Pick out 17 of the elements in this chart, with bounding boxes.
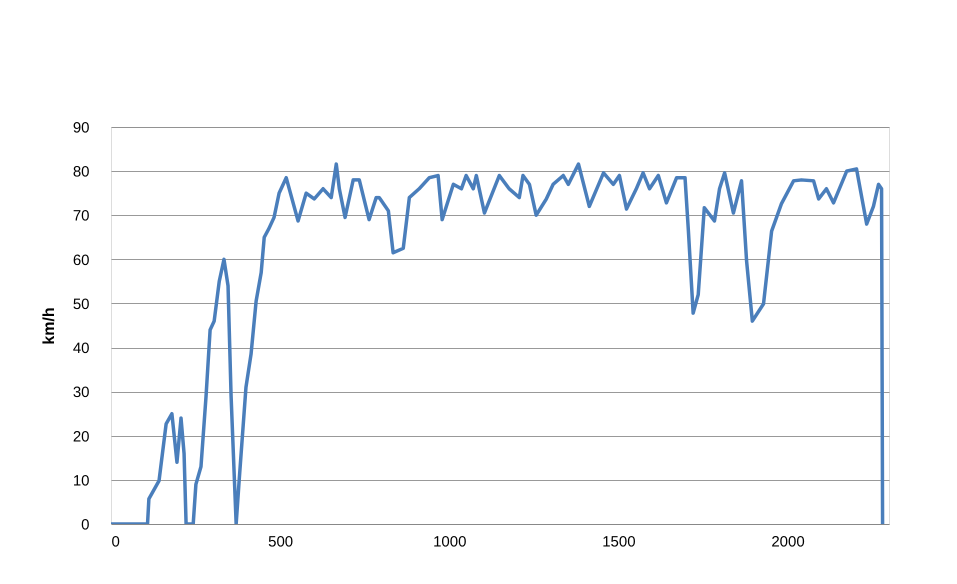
y-tick-label: 90: [72, 120, 90, 136]
x-tick-label: 0: [112, 534, 120, 550]
y-tick-label: 10: [72, 472, 90, 490]
y-tick-label: 20: [72, 428, 90, 446]
y-tick-label: 30: [72, 384, 90, 402]
y-tick-label: 70: [72, 208, 90, 225]
x-tick-label: 1500: [602, 534, 636, 550]
y-axis-title: km/h: [40, 307, 58, 345]
y-tick-label: 40: [72, 340, 90, 358]
x-tick-label: 2000: [771, 534, 805, 550]
line-series: [111, 162, 884, 524]
x-tick-label: 500: [268, 534, 294, 550]
y-tick-label: 80: [72, 164, 90, 181]
y-tick-label: 60: [72, 252, 90, 269]
x-tick-label: 1000: [433, 534, 466, 550]
y-tick-label: 50: [72, 296, 90, 313]
y-tick-label: 0: [81, 516, 90, 534]
